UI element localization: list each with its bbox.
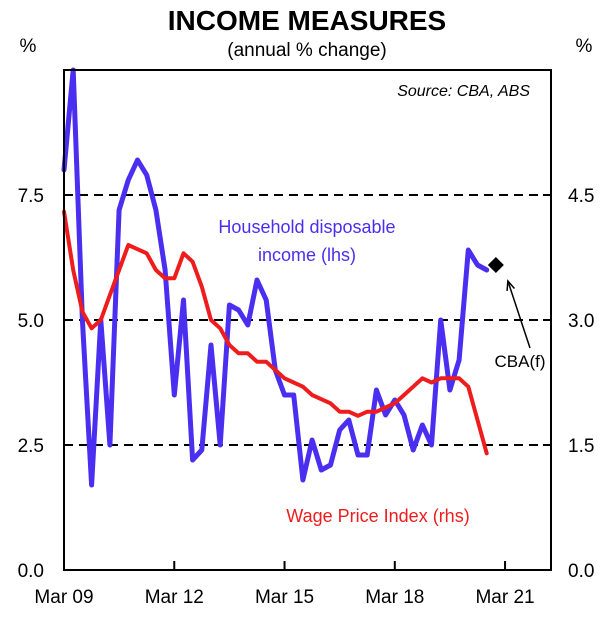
series-lines [61, 67, 490, 488]
gridlines [64, 194, 551, 446]
axis-labels: Mar 09 Mar 12 Mar 15 Mar 18 Mar 21 0.0 2.5 5.0 7… [18, 186, 595, 608]
left-tick-label: 0.0 [18, 561, 44, 582]
cba-forecast-arrow [507, 280, 531, 349]
wage-price-index-series-label: Wage Price Index (rhs) [286, 506, 469, 526]
right-tick-label: 3.0 [568, 311, 594, 332]
right-axis-unit-label: % [576, 36, 593, 57]
x-tick-label: Mar 18 [365, 587, 424, 608]
chart-title: INCOME MEASURES [168, 5, 446, 36]
right-tick-label: 0.0 [568, 561, 594, 582]
x-tick-label: Mar 12 [145, 587, 204, 608]
cba-forecast-arrowhead [506, 279, 516, 292]
cba-forecast-marker [487, 257, 504, 273]
cba-forecast-label: CBA(f) [495, 352, 546, 371]
chart-subtitle: (annual % change) [227, 40, 387, 61]
x-tick-label: Mar 09 [34, 587, 93, 608]
household-income-series-label-line2: income (lhs) [258, 245, 356, 265]
left-axis-unit-label: % [20, 36, 37, 57]
x-tick-label: Mar 21 [475, 587, 534, 608]
right-tick-label: 4.5 [568, 186, 594, 207]
axis-ticks [63, 194, 551, 571]
left-tick-label: 5.0 [18, 311, 44, 332]
left-tick-label: 2.5 [18, 436, 44, 457]
source-label: Source: CBA, ABS [397, 83, 530, 100]
household-income-series-label: Household disposable [218, 217, 395, 237]
left-tick-label: 7.5 [18, 186, 44, 207]
right-tick-label: 1.5 [568, 436, 594, 457]
annotations [487, 257, 531, 349]
wage-price-index-line [62, 209, 489, 456]
x-tick-label: Mar 15 [255, 587, 314, 608]
